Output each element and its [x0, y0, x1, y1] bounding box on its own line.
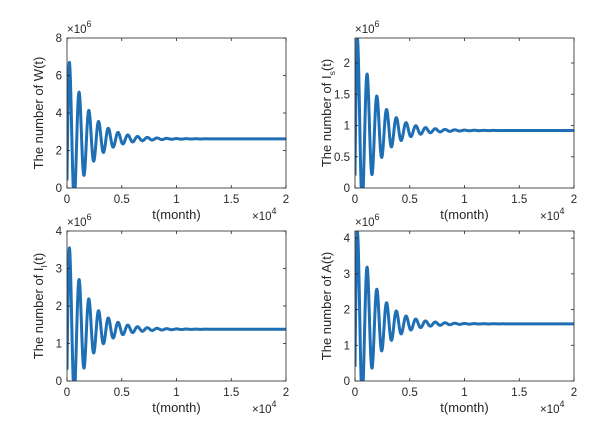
x-tick-label: 2	[283, 194, 289, 206]
series-line-top-left	[67, 60, 286, 188]
x-exponent-label: ×104	[252, 206, 277, 223]
x-tick-label: 2	[571, 387, 577, 399]
x-axis-label: t(month)	[152, 400, 200, 415]
x-tick-label: 0	[64, 194, 70, 206]
x-tick-label: 1.5	[223, 387, 239, 399]
y-tick-label: 0	[56, 183, 62, 195]
y-tick-label: 8	[56, 33, 62, 45]
x-exponent-label: ×104	[540, 399, 565, 416]
x-tick-label: 0	[352, 387, 358, 399]
y-axis-label: The number of W(t)	[31, 57, 46, 170]
x-tick-label: 1	[461, 387, 467, 399]
y-tick-label: 0	[344, 183, 350, 195]
y-axis-label: The number of A(t)	[319, 252, 334, 360]
chart-panel-top-left: 0 0.5 1 1.5 2 0 2 4 6 8 ×106 ×104 t(month) The number…	[31, 19, 289, 223]
y-exponent-label: ×106	[67, 212, 92, 229]
x-tick-label: 0.5	[402, 194, 418, 206]
x-tick-label: 1	[461, 194, 467, 206]
x-tick-label: 1	[173, 387, 179, 399]
x-tick-label: 1	[173, 194, 179, 206]
y-tick-label: 4	[56, 226, 63, 238]
y-axis-label: The number of II(t)	[31, 253, 49, 359]
y-tick-label: 3	[344, 269, 350, 281]
y-tick-label: 2	[56, 301, 62, 313]
y-tick-label: 4	[56, 108, 63, 120]
x-exponent-label: ×104	[252, 399, 277, 416]
y-tick-label: 1	[344, 340, 350, 352]
y-tick-label: 0	[56, 376, 62, 388]
x-tick-label: 0.5	[402, 387, 418, 399]
x-tick-label: 2	[283, 387, 289, 399]
x-tick-label: 1.5	[511, 194, 527, 206]
axes-box	[66, 230, 287, 382]
x-tick-label: 1.5	[223, 194, 239, 206]
x-axis-label: t(month)	[440, 207, 488, 222]
y-tick-label: 1.5	[334, 89, 350, 101]
series-line-top-right	[355, 38, 574, 188]
x-axis-label: t(month)	[152, 207, 200, 222]
y-tick-label: 1	[344, 121, 350, 133]
y-tick-label: 2	[344, 305, 350, 317]
y-exponent-label: ×106	[67, 19, 92, 36]
y-tick-label: 0.5	[334, 152, 350, 164]
x-exponent-label: ×104	[540, 206, 565, 223]
y-tick-label: 2	[56, 146, 62, 158]
x-axis-label: t(month)	[440, 400, 488, 415]
axes-box	[66, 37, 287, 189]
chart-panel-bottom-left: 0 0.5 1 1.5 2 0 1 2 3 4 ×106 ×104 t(month) The number…	[31, 212, 289, 416]
y-tick-label: 6	[56, 71, 62, 83]
y-tick-label: 1	[56, 339, 62, 351]
y-tick-label: 2	[344, 58, 350, 70]
x-tick-label: 2	[571, 194, 577, 206]
x-tick-label: 1.5	[511, 387, 527, 399]
y-exponent-label: ×106	[355, 19, 380, 36]
series-line-bottom-right	[355, 231, 574, 381]
chart-panel-bottom-right: 0 0.5 1 1.5 2 0 1 2 3 4 ×106 ×104 t(month) The number…	[319, 212, 577, 416]
x-tick-label: 0	[352, 194, 358, 206]
y-tick-label: 3	[56, 264, 62, 276]
y-exponent-label: ×106	[355, 212, 380, 229]
x-tick-label: 0.5	[114, 194, 130, 206]
y-tick-label: 4	[344, 233, 351, 245]
y-axis-label: The number of Is(t)	[319, 59, 337, 167]
chart-panel-top-right: 0 0.5 1 1.5 2 0 0.5 1 1.5 2 ×106 ×104 t(month) The nu…	[319, 19, 577, 223]
series-line-bottom-left	[67, 246, 286, 381]
x-tick-label: 0.5	[114, 387, 130, 399]
y-tick-label: 0	[344, 376, 350, 388]
x-tick-label: 0	[64, 387, 70, 399]
